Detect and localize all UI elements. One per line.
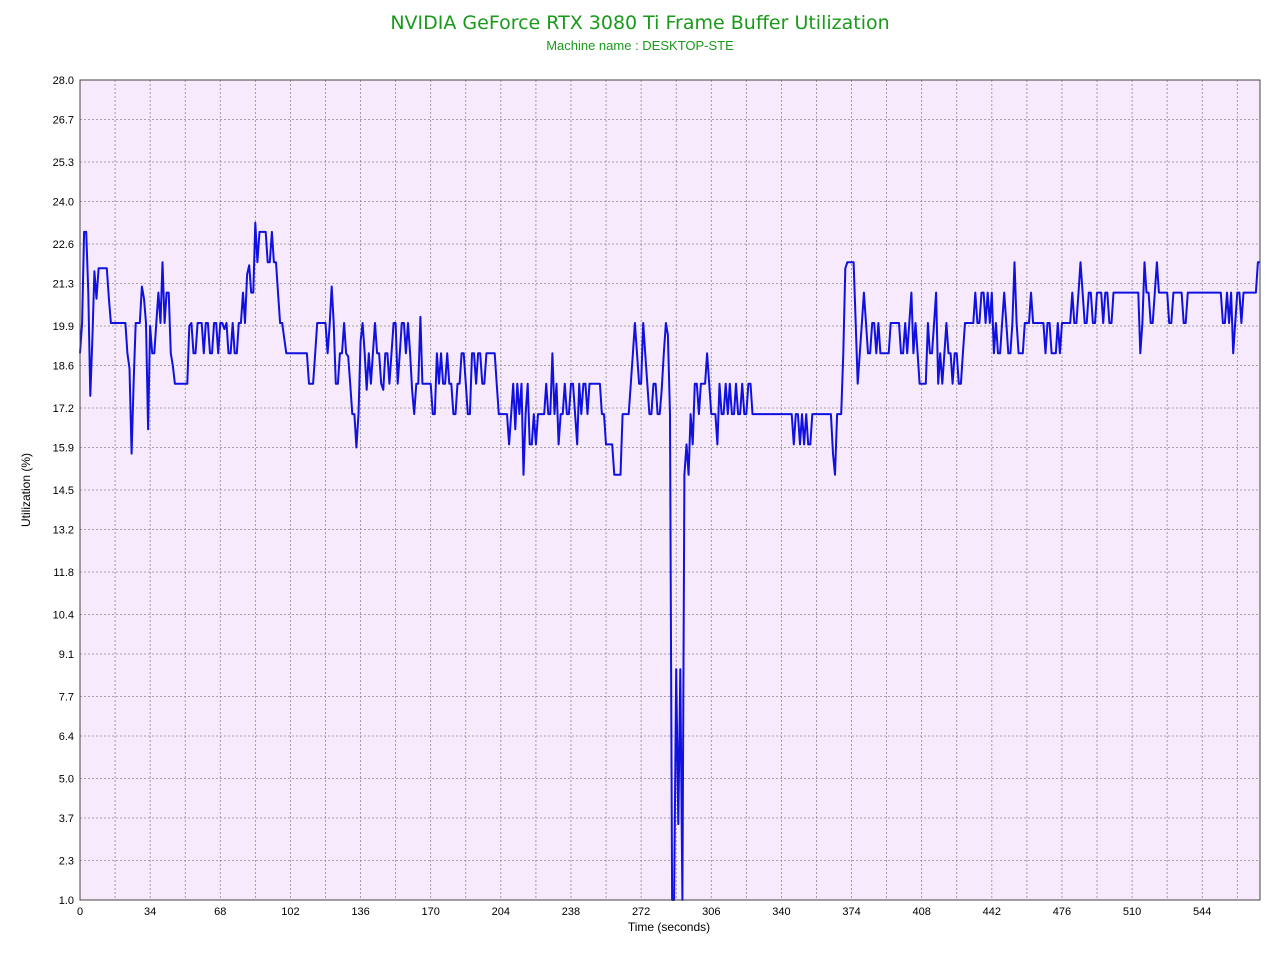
y-tick-label: 2.3 xyxy=(59,856,74,868)
x-tick-label: 0 xyxy=(77,906,83,918)
x-tick-label: 68 xyxy=(214,906,226,918)
x-tick-label: 476 xyxy=(1053,906,1071,918)
x-tick-label: 238 xyxy=(562,906,580,918)
series-layer xyxy=(79,221,1260,901)
y-tick-label: 28.0 xyxy=(53,75,74,87)
x-tick-label: 306 xyxy=(702,906,720,918)
y-tick-label: 7.7 xyxy=(59,692,74,704)
y-tick-label: 15.9 xyxy=(53,442,74,454)
x-axis-title: Time (seconds) xyxy=(628,920,710,934)
y-tick-label: 6.4 xyxy=(59,731,74,743)
y-tick-label: 3.7 xyxy=(59,813,74,825)
y-tick-label: 24.0 xyxy=(53,196,74,208)
chart-title: NVIDIA GeForce RTX 3080 Ti Frame Buffer … xyxy=(390,12,890,34)
y-tick-label: 22.6 xyxy=(53,239,74,251)
y-tick-label: 10.4 xyxy=(53,610,74,622)
x-tick-label: 204 xyxy=(492,906,510,918)
tick-labels: 1.0 2.3 3.7 5.0 6.4 7.7 9.1 10.4 11.8 13.2 14.5 15.… xyxy=(53,75,1212,918)
series-line xyxy=(79,221,1260,901)
y-axis-title: Utilization (%) xyxy=(19,453,33,527)
chart-subtitle: Machine name : DESKTOP-STE xyxy=(546,38,734,53)
y-tick-label: 19.9 xyxy=(53,321,74,333)
y-tick-label: 17.2 xyxy=(53,403,74,415)
x-tick-label: 136 xyxy=(351,906,369,918)
x-tick-label: 374 xyxy=(842,906,860,918)
y-tick-label: 11.8 xyxy=(53,567,74,579)
y-tick-label: 25.3 xyxy=(53,157,74,169)
x-tick-label: 340 xyxy=(772,906,790,918)
y-tick-label: 1.0 xyxy=(59,895,74,907)
x-tick-label: 102 xyxy=(281,906,299,918)
y-tick-label: 5.0 xyxy=(59,774,74,786)
y-tick-label: 13.2 xyxy=(53,524,74,536)
x-tick-label: 170 xyxy=(422,906,440,918)
y-tick-label: 14.5 xyxy=(53,485,74,497)
y-tick-label: 9.1 xyxy=(59,649,74,661)
plot-border xyxy=(79,79,1261,901)
x-tick-label: 34 xyxy=(144,906,156,918)
x-tick-label: 272 xyxy=(632,906,650,918)
x-tick-label: 408 xyxy=(912,906,930,918)
y-tick-label: 21.3 xyxy=(53,278,74,290)
x-tick-label: 510 xyxy=(1123,906,1141,918)
x-tick-label: 544 xyxy=(1193,906,1211,918)
x-tick-label: 442 xyxy=(983,906,1001,918)
y-tick-label: 26.7 xyxy=(53,114,74,126)
y-tick-label: 18.6 xyxy=(53,360,74,372)
